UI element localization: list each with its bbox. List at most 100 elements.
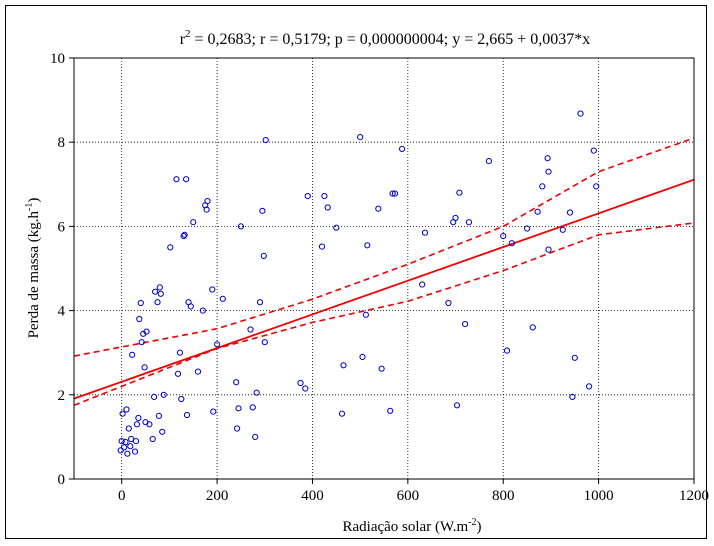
x-axis-ticks: 0 200 400 600 800 1000 1200 [118, 479, 709, 504]
data-point [194, 368, 202, 375]
figure-frame [5, 5, 707, 539]
data-point [152, 288, 159, 295]
data-point [160, 391, 167, 398]
x-tick-label: 800 [492, 488, 515, 504]
data-point [214, 341, 221, 348]
data-point [456, 189, 463, 196]
data-point [137, 299, 144, 307]
data-point [364, 242, 371, 249]
data-point [508, 240, 515, 247]
data-point [577, 110, 584, 117]
data-point [132, 438, 140, 445]
x-tick-label: 0 [118, 488, 126, 504]
chart-title: r2 = 0,2683; r = 0,5179; p = 0,000000004… [180, 28, 591, 48]
x-axis-label: Radiação solar (W.m-2) [343, 517, 482, 535]
data-point [500, 233, 507, 240]
data-point [181, 231, 188, 238]
data-point [465, 219, 472, 226]
data-point [302, 385, 309, 392]
data-point [178, 395, 185, 403]
regression-line [73, 178, 695, 400]
data-point [167, 244, 174, 251]
y-tick-label: 10 [50, 51, 65, 67]
data-point [586, 383, 593, 390]
data-point [324, 204, 331, 211]
data-point [127, 443, 134, 450]
x-tick-label: 200 [206, 488, 229, 504]
data-point [190, 219, 197, 226]
data-point [159, 428, 166, 435]
data-point [559, 226, 566, 233]
data-point [233, 379, 240, 386]
plot-area-border [73, 57, 695, 480]
data-point [357, 134, 364, 141]
data-point [539, 183, 546, 190]
data-point [210, 408, 217, 415]
data-point [174, 370, 182, 377]
data-point [180, 233, 187, 240]
data-point [234, 425, 241, 432]
data-point [118, 438, 125, 445]
data-point [203, 206, 210, 213]
data-point [135, 414, 142, 422]
data-point [571, 354, 578, 361]
data-point [157, 290, 164, 297]
data-point [119, 410, 126, 417]
y-tick-label: 4 [58, 304, 66, 320]
y-axis-ticks: 0 2 4 6 8 10 [50, 51, 74, 488]
data-point [199, 307, 206, 314]
y-axis-label: Perda de massa (kg.h-1) [24, 198, 42, 339]
data-point [453, 402, 461, 409]
x-tick-label: 600 [397, 488, 420, 504]
data-point [333, 224, 340, 231]
data-point [304, 193, 311, 200]
data-point [362, 311, 369, 318]
data-point [129, 351, 136, 358]
data-point [419, 281, 426, 288]
data-point [545, 168, 552, 175]
data-point [259, 207, 266, 214]
data-point [247, 326, 254, 333]
data-point [529, 324, 536, 331]
x-tick-label: 1200 [679, 488, 709, 504]
fit-line [73, 178, 695, 400]
data-point [122, 438, 129, 446]
data-point [117, 447, 124, 454]
data-point [123, 406, 130, 413]
data-point [340, 362, 347, 369]
data-point [136, 315, 143, 323]
x-tick-label: 1000 [584, 488, 614, 504]
data-point [156, 284, 163, 291]
data-point [253, 389, 260, 396]
data-point [183, 176, 190, 183]
x-tick-label: 400 [301, 488, 324, 504]
data-point [155, 412, 162, 419]
data-point [378, 365, 385, 372]
y-tick-label: 0 [58, 472, 66, 488]
data-point [176, 349, 183, 356]
data-point [204, 198, 211, 205]
data-point [260, 252, 267, 259]
data-point [485, 158, 492, 165]
data-point [138, 339, 145, 346]
data-point [462, 321, 469, 328]
data-point [387, 407, 394, 414]
data-point [237, 223, 244, 230]
data-point [391, 190, 399, 197]
data-point [149, 435, 156, 443]
data-point [544, 155, 551, 162]
y-tick-label: 8 [58, 135, 66, 151]
data-point [124, 450, 131, 457]
data-point [252, 433, 259, 440]
y-tick-label: 2 [58, 388, 66, 404]
data-point [121, 444, 128, 451]
data-point [534, 208, 541, 215]
confidence-lower-curve [73, 222, 695, 407]
data-point [249, 404, 256, 411]
data-point [359, 353, 366, 360]
data-point [261, 339, 268, 346]
data-point [154, 299, 161, 306]
gridlines [74, 58, 694, 479]
data-point [338, 410, 346, 417]
